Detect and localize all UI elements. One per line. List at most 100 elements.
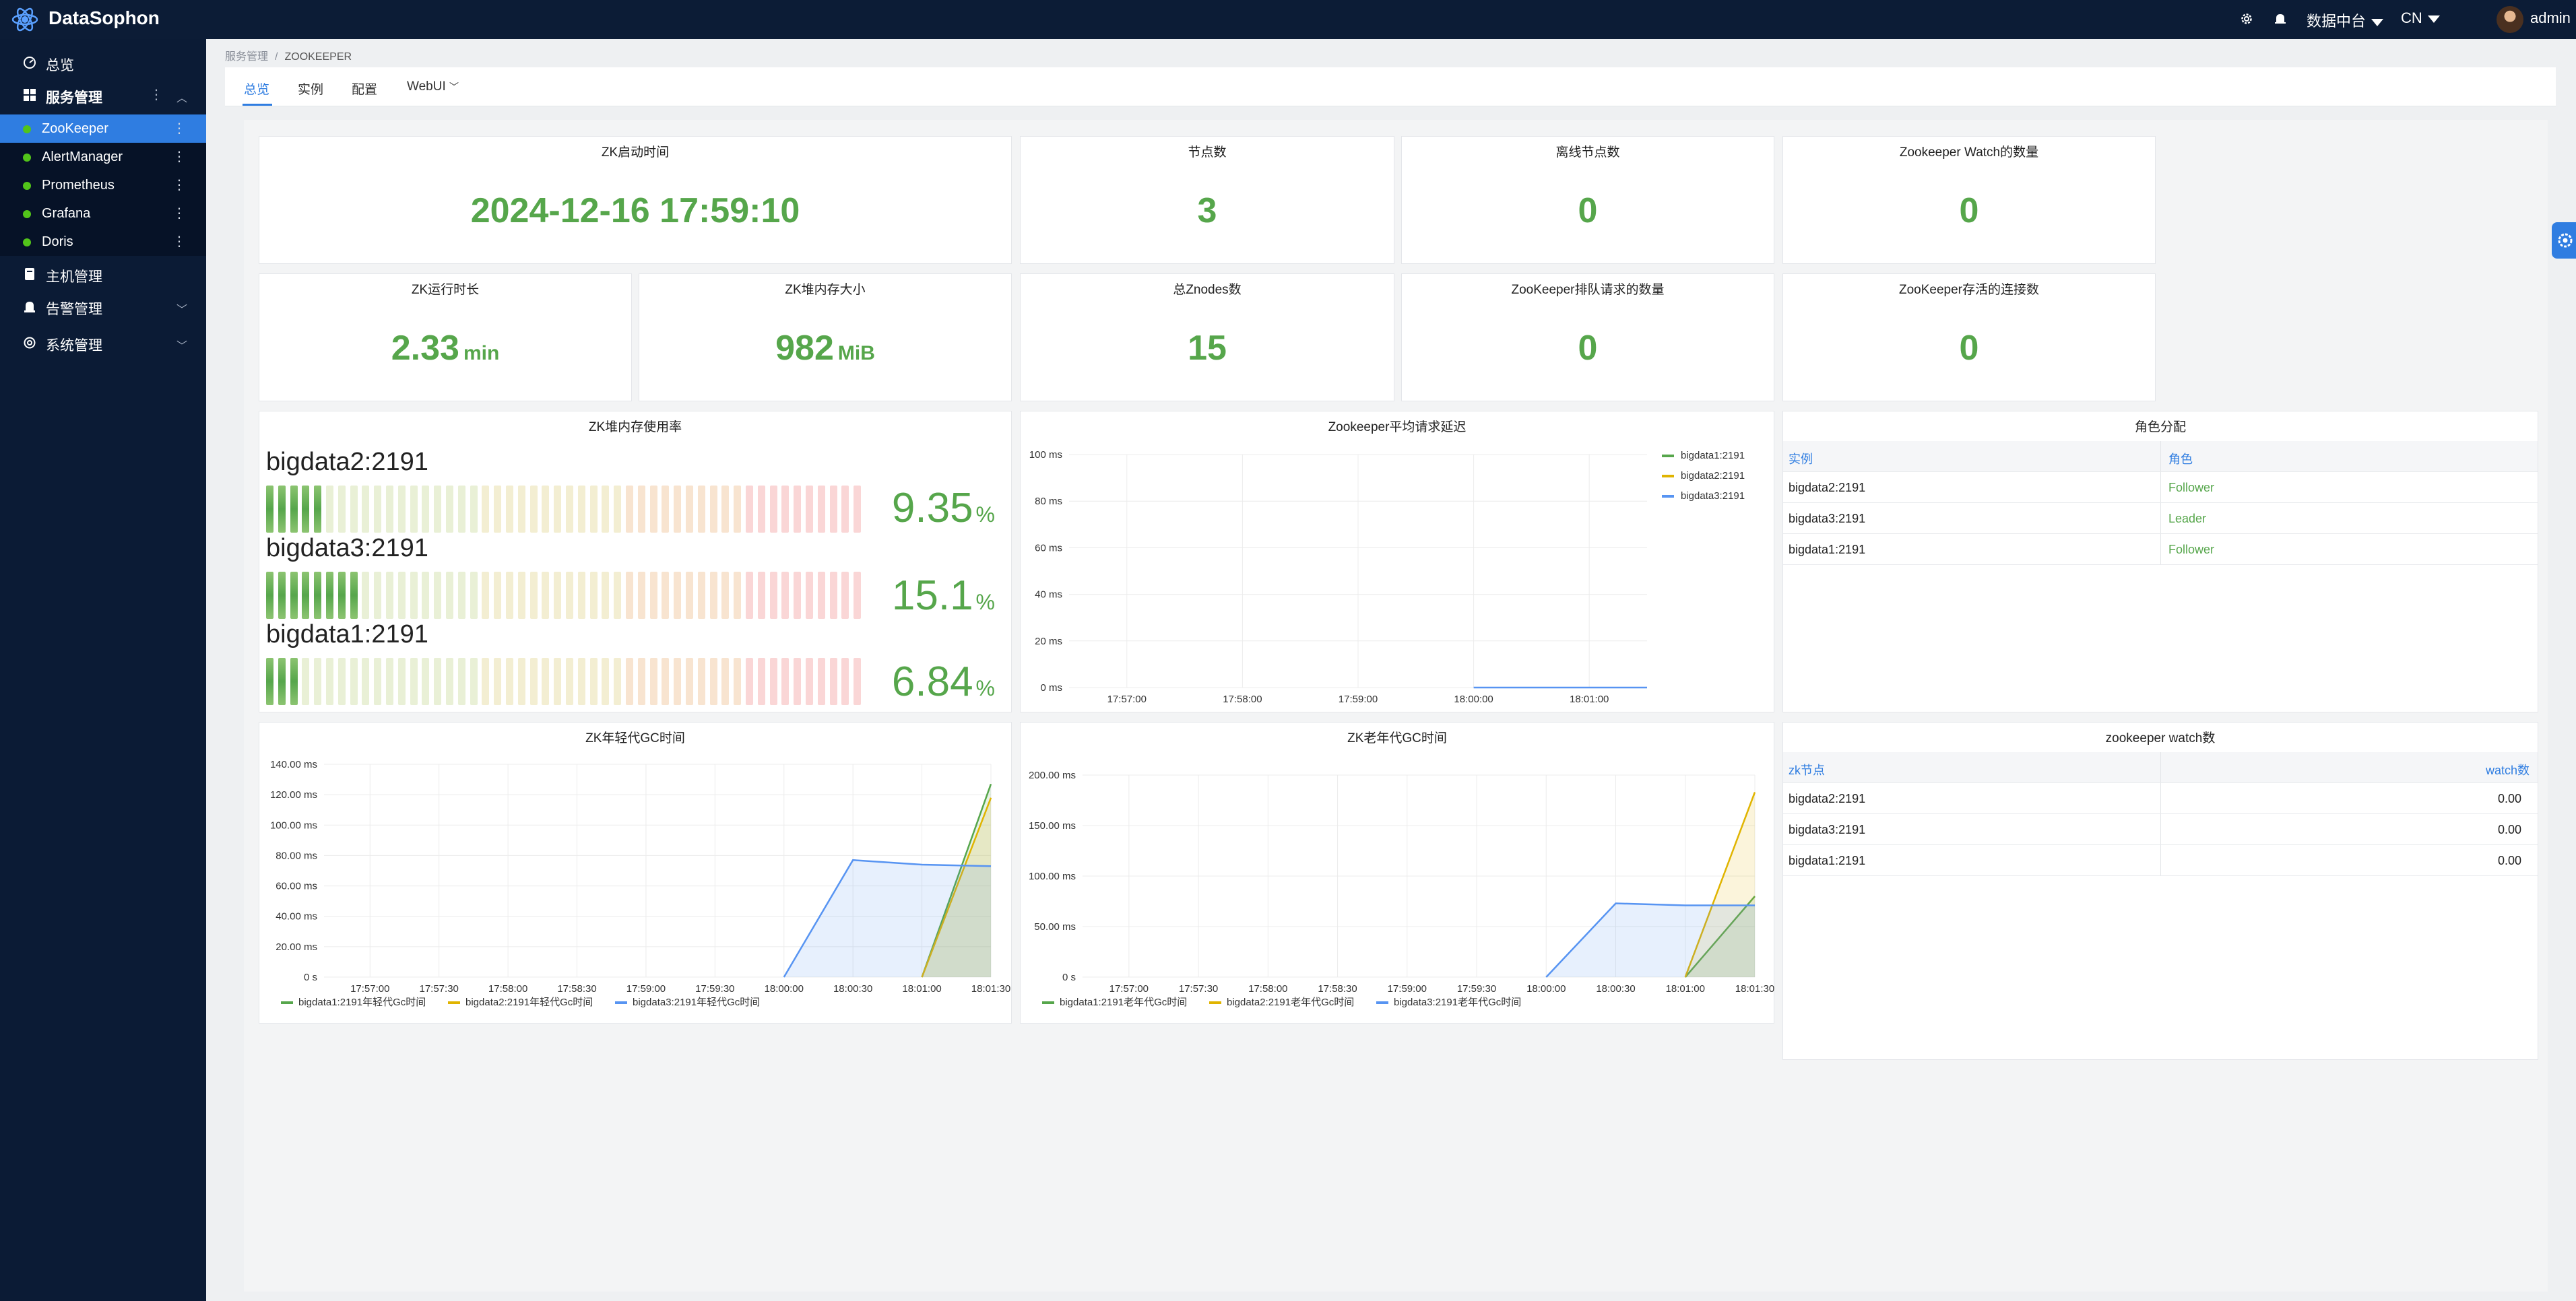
gauge-segment <box>721 486 730 533</box>
sidebar-item-services[interactable]: 服务管理 ⋮ ︿ <box>0 79 206 110</box>
stat-value: 3 <box>1197 191 1217 230</box>
gauge-segment <box>529 658 538 705</box>
tab-overview[interactable]: 总览 <box>244 83 270 97</box>
panel-title: ZK年轻代GC时间 <box>585 731 685 745</box>
panel-heap-usage: ZK堆内存使用率 bigdata2:2191 9.35% bigdata3:21… <box>259 411 1012 712</box>
language-dropdown[interactable]: CN <box>2401 9 2440 27</box>
panel-latency-chart: Zookeeper平均请求延迟 0 ms 20 ms 40 ms 60 ms 80 ms… <box>1020 411 1774 712</box>
gauge-segment <box>554 486 562 533</box>
gauge-segment <box>302 658 310 705</box>
column-header-watch[interactable]: watch数 <box>2485 764 2530 777</box>
instance-cell: bigdata3:2191 <box>1789 512 1866 525</box>
gauge-segment <box>686 572 693 619</box>
more-icon[interactable]: ⋮ <box>172 178 186 193</box>
gauge-segment <box>278 486 286 533</box>
gauge-segment <box>602 486 610 533</box>
gear-icon[interactable] <box>2239 11 2254 26</box>
legend-label[interactable]: bigdata2:2191老年代Gc时间 <box>1227 997 1354 1008</box>
gauge-segment <box>829 658 837 705</box>
sidebar-item-overview[interactable]: 总览 <box>0 47 206 78</box>
gauge-segment <box>506 572 513 619</box>
column-divider <box>2160 752 2161 782</box>
gauge-segment <box>806 658 813 705</box>
y-tick-label: 80.00 ms <box>276 850 317 861</box>
more-icon[interactable]: ⋮ <box>150 88 163 102</box>
avatar[interactable] <box>2497 6 2523 33</box>
tab-instances[interactable]: 实例 <box>298 83 324 97</box>
gauge-segment <box>457 658 465 705</box>
series-area <box>1546 903 1755 977</box>
legend-label[interactable]: bigdata1:2191老年代Gc时间 <box>1060 997 1187 1008</box>
tab-active-indicator <box>243 104 272 106</box>
legend-label[interactable]: bigdata3:2191年轻代Gc时间 <box>633 997 760 1008</box>
legend-label[interactable]: bigdata2:2191 <box>1681 470 1745 481</box>
legend-label[interactable]: bigdata3:2191老年代Gc时间 <box>1394 997 1521 1008</box>
column-header-node[interactable]: zk节点 <box>1789 764 1825 777</box>
gauge-label: bigdata1:2191 <box>266 620 428 648</box>
gauge-segment <box>314 658 322 705</box>
gauge-segment <box>614 486 622 533</box>
sidebar-service-grafana[interactable]: Grafana ⋮ <box>0 199 206 228</box>
column-header-instance[interactable]: 实例 <box>1789 453 1813 466</box>
gauge-segment <box>554 658 562 705</box>
gauge-segment <box>374 658 382 705</box>
user-name[interactable]: admin <box>2530 9 2571 26</box>
tab-config[interactable]: 配置 <box>352 83 378 97</box>
gauge-segment <box>614 572 622 619</box>
gauge-segment <box>434 572 442 619</box>
table-header: zk节点 watch数 <box>1783 752 2538 783</box>
sidebar-service-alertmanager[interactable]: AlertManager ⋮ <box>0 143 206 171</box>
x-tick-label: 17:57:00 <box>350 983 389 995</box>
stat-value: 0 <box>1959 191 1979 230</box>
more-icon[interactable]: ⋮ <box>172 206 186 221</box>
gauge-segment <box>769 486 777 533</box>
sidebar-item-hosts[interactable]: 主机管理 <box>0 259 206 290</box>
gauge-segment <box>817 486 825 533</box>
data-center-dropdown[interactable]: 数据中台 <box>2307 9 2384 31</box>
gauge-segment <box>326 572 333 619</box>
legend-swatch <box>281 1001 293 1004</box>
more-icon[interactable]: ⋮ <box>172 121 186 136</box>
gauge-segment <box>337 486 346 533</box>
more-icon[interactable]: ⋮ <box>172 234 186 249</box>
gauge-segment <box>769 658 777 705</box>
legend-swatch <box>1662 475 1674 477</box>
panel-title: Zookeeper Watch的数量 <box>1899 145 2039 160</box>
sidebar-service-prometheus[interactable]: Prometheus ⋮ <box>0 171 206 199</box>
service-label: Doris <box>42 234 73 249</box>
gauge-segment <box>266 572 273 619</box>
legend-label[interactable]: bigdata1:2191 <box>1681 450 1745 461</box>
chevron-up-icon[interactable]: ︿ <box>176 93 187 104</box>
gauge-segment <box>662 486 670 533</box>
panel-title: zookeeper watch数 <box>2105 731 2216 745</box>
top-bar: DataSophon 数据中台 CN admin <box>0 0 2576 39</box>
gauge-segment <box>374 486 382 533</box>
more-icon[interactable]: ⋮ <box>172 149 186 164</box>
chevron-down-icon[interactable]: ﹀ <box>176 341 187 352</box>
sidebar-service-zookeeper[interactable]: ZooKeeper ⋮ <box>0 114 206 143</box>
bell-icon[interactable] <box>2273 11 2288 26</box>
gauge-segment <box>686 658 693 705</box>
sidebar-item-alarms[interactable]: 告警管理 ﹀ <box>0 291 206 322</box>
settings-drawer-toggle[interactable] <box>2552 222 2576 259</box>
gauge-segment <box>829 486 837 533</box>
sidebar-service-doris[interactable]: Doris ⋮ <box>0 228 206 256</box>
column-header-role[interactable]: 角色 <box>2168 453 2193 466</box>
breadcrumb-parent[interactable]: 服务管理 <box>225 51 269 63</box>
y-tick-label: 0 s <box>304 972 317 983</box>
legend-label[interactable]: bigdata1:2191年轻代Gc时间 <box>298 997 426 1008</box>
watch-cell: 0.00 <box>2497 792 2521 805</box>
legend-label[interactable]: bigdata2:2191年轻代Gc时间 <box>465 997 593 1008</box>
tab-webui[interactable]: WebUI ﹀ <box>407 79 459 94</box>
gauge-segment <box>757 572 765 619</box>
tabs-bar: 总览 实例 配置 WebUI ﹀ <box>225 67 2556 106</box>
language-label: CN <box>2401 9 2422 26</box>
gauge-segment <box>769 572 777 619</box>
gauge-segment <box>517 658 525 705</box>
legend-label[interactable]: bigdata3:2191 <box>1681 490 1745 502</box>
sidebar-item-system[interactable]: 系统管理 ﹀ <box>0 327 206 358</box>
column-divider <box>2160 783 2161 813</box>
chevron-down-icon[interactable]: ﹀ <box>176 304 187 316</box>
stat-value: 982 MiB <box>639 328 1011 368</box>
x-tick-label: 17:58:00 <box>488 983 527 995</box>
